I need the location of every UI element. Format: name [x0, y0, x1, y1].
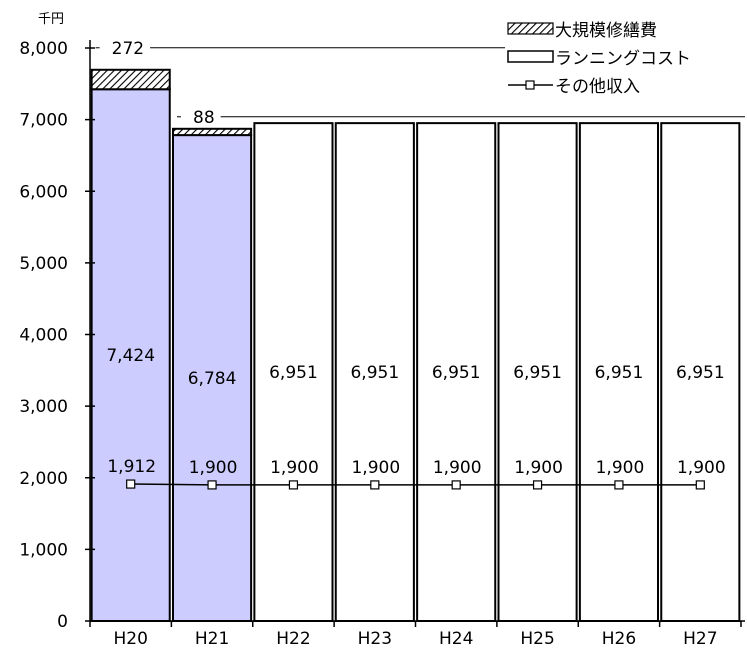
- income-marker-H23: [370, 480, 380, 490]
- income-line: [130, 483, 701, 486]
- running-label-H22: 6,951: [269, 363, 318, 383]
- income-label-H20: 1,912: [107, 457, 156, 477]
- running-label-H24: 6,951: [432, 363, 481, 383]
- x-tick-label-H26: H26: [602, 629, 636, 649]
- y-tick-label-7: 7,000: [19, 111, 68, 131]
- bar-running-H21: [172, 134, 253, 622]
- y-unit-label: 千円: [38, 12, 64, 27]
- running-label-H25: 6,951: [513, 363, 562, 383]
- y-tick-label-0: 0: [57, 612, 68, 632]
- income-marker-H27: [695, 480, 705, 490]
- y-tick-label-8: 8,000: [19, 39, 68, 59]
- income-label-H23: 1,900: [351, 458, 400, 478]
- legend-label-2: その他収入: [555, 77, 640, 97]
- income-label-H22: 1,900: [270, 458, 319, 478]
- bar-running-H23: [334, 122, 415, 623]
- running-label-H26: 6,951: [595, 363, 644, 383]
- bar-running-H27: [660, 122, 741, 623]
- x-tick-label-H24: H24: [439, 629, 473, 649]
- income-marker-H20: [126, 479, 136, 489]
- legend-label-0: 大規模修繕費: [555, 21, 657, 41]
- legend-swatch-income-marker: [525, 80, 535, 90]
- lines-layer: [126, 479, 705, 490]
- x-tick-label-H21: H21: [195, 629, 229, 649]
- y-tick-label-4: 4,000: [19, 326, 68, 346]
- bars-layer: [90, 68, 741, 623]
- x-tick-label-H20: H20: [113, 629, 147, 649]
- income-marker-H22: [288, 480, 299, 490]
- x-tick-label-H22: H22: [276, 629, 310, 649]
- income-marker-H21: [207, 480, 217, 490]
- bar-running-H20: [90, 88, 171, 623]
- y-tick-label-6: 6,000: [19, 182, 68, 202]
- y-tick-label-5: 5,000: [19, 254, 68, 274]
- bar-running-H25: [497, 122, 578, 623]
- running-label-H27: 6,951: [676, 363, 725, 383]
- y-tick-label-3: 3,000: [19, 397, 68, 417]
- x-tick-label-H27: H27: [683, 629, 717, 649]
- x-tick-label-H23: H23: [358, 629, 392, 649]
- axes-layer: 0 1,000 2,000 3,000 4,000 5,000 6,000 7,000 8,00…: [19, 12, 745, 649]
- income-label-H21: 1,900: [189, 458, 238, 478]
- x-tick-label-H25: H25: [520, 629, 554, 649]
- running-label-H23: 6,951: [350, 363, 399, 383]
- income-marker-H24: [451, 480, 461, 490]
- labels-layer: 272 88 7,424 6,784 6,951 6,951 6,951 6,951 6,951…: [95, 39, 745, 478]
- legend-swatch-repair: [507, 22, 554, 35]
- bar-repair-H20: [90, 68, 171, 91]
- repair-label-H20: 272: [112, 39, 144, 59]
- bar-running-H22: [253, 122, 334, 623]
- y-tick-label-1: 1,000: [19, 540, 68, 560]
- repair-label-H21: 88: [193, 108, 215, 128]
- income-label-H24: 1,900: [433, 458, 482, 478]
- running-label-H21: 6,784: [188, 369, 237, 389]
- running-label-H20: 7,424: [106, 346, 155, 366]
- legend-label-1: ランニングコスト: [555, 49, 691, 69]
- bar-repair-H21: [172, 127, 253, 137]
- income-label-H26: 1,900: [596, 458, 645, 478]
- income-label-H27: 1,900: [677, 458, 726, 478]
- y-tick-label-2: 2,000: [19, 469, 68, 489]
- income-marker-H25: [532, 480, 543, 490]
- income-label-H25: 1,900: [514, 458, 563, 478]
- legend-swatch-running: [507, 50, 554, 63]
- income-marker-H26: [614, 480, 624, 490]
